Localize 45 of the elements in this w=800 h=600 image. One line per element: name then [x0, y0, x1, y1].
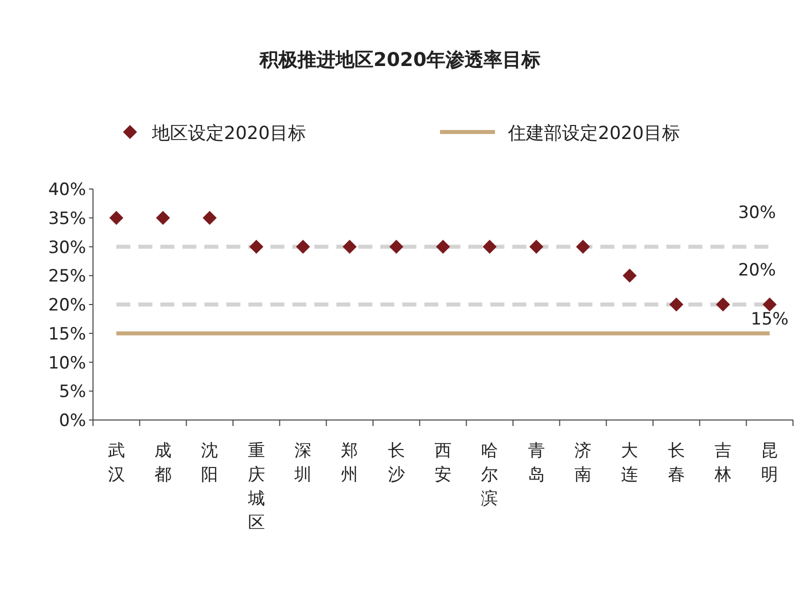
x-tick-label: 哈尔滨 — [481, 441, 498, 509]
x-tick-label: 青岛 — [528, 441, 545, 485]
point — [669, 298, 684, 312]
point — [436, 240, 450, 254]
point — [249, 240, 264, 254]
x-tick-label: 郑州 — [341, 441, 358, 485]
chart-title: 积极推进地区2020年渗透率目标 — [258, 49, 540, 71]
x-tick-label: 昆明 — [761, 441, 778, 485]
x-tick-label: 成都 — [154, 441, 172, 485]
point — [109, 210, 124, 225]
x-tick-label: 深圳 — [294, 441, 312, 485]
y-tick-label: 15% — [48, 324, 86, 344]
x-tick-label: 武汉 — [108, 441, 125, 485]
point — [762, 298, 777, 312]
y-tick-label: 0% — [59, 411, 86, 431]
y-tick-label: 5% — [59, 382, 86, 402]
x-tick-label: 重庆城区 — [246, 441, 265, 533]
x-tick-label: 沈阳 — [201, 441, 218, 485]
y-tick-label: 20% — [48, 296, 86, 316]
point — [576, 240, 590, 254]
point — [482, 240, 497, 254]
ref-line-label: 30% — [738, 202, 776, 223]
y-tick-label: 25% — [48, 266, 86, 287]
y-tick-label: 10% — [48, 353, 86, 374]
ref-line-label: 20% — [738, 260, 776, 280]
x-tick-label: 济南 — [574, 441, 592, 485]
point — [202, 210, 217, 225]
point — [389, 240, 404, 254]
x-tick-label: 长沙 — [388, 441, 405, 485]
annotation: 15% — [750, 309, 789, 330]
point — [156, 210, 170, 225]
legend-label: 地区设定2020目标 — [151, 123, 306, 144]
x-tick-label: 大连 — [621, 441, 638, 485]
point — [622, 268, 637, 283]
y-tick-label: 40% — [48, 180, 86, 200]
point — [342, 240, 357, 254]
point — [296, 240, 310, 254]
point — [716, 298, 730, 312]
x-tick-label: 长春 — [668, 441, 685, 485]
point — [529, 240, 544, 254]
y-tick-label: 30% — [48, 238, 86, 258]
x-tick-label: 西安 — [434, 441, 452, 485]
legend-label: 住建部设定2020目标 — [507, 123, 680, 144]
x-tick-label: 吉林 — [714, 441, 732, 485]
y-tick-label: 35% — [48, 208, 86, 229]
